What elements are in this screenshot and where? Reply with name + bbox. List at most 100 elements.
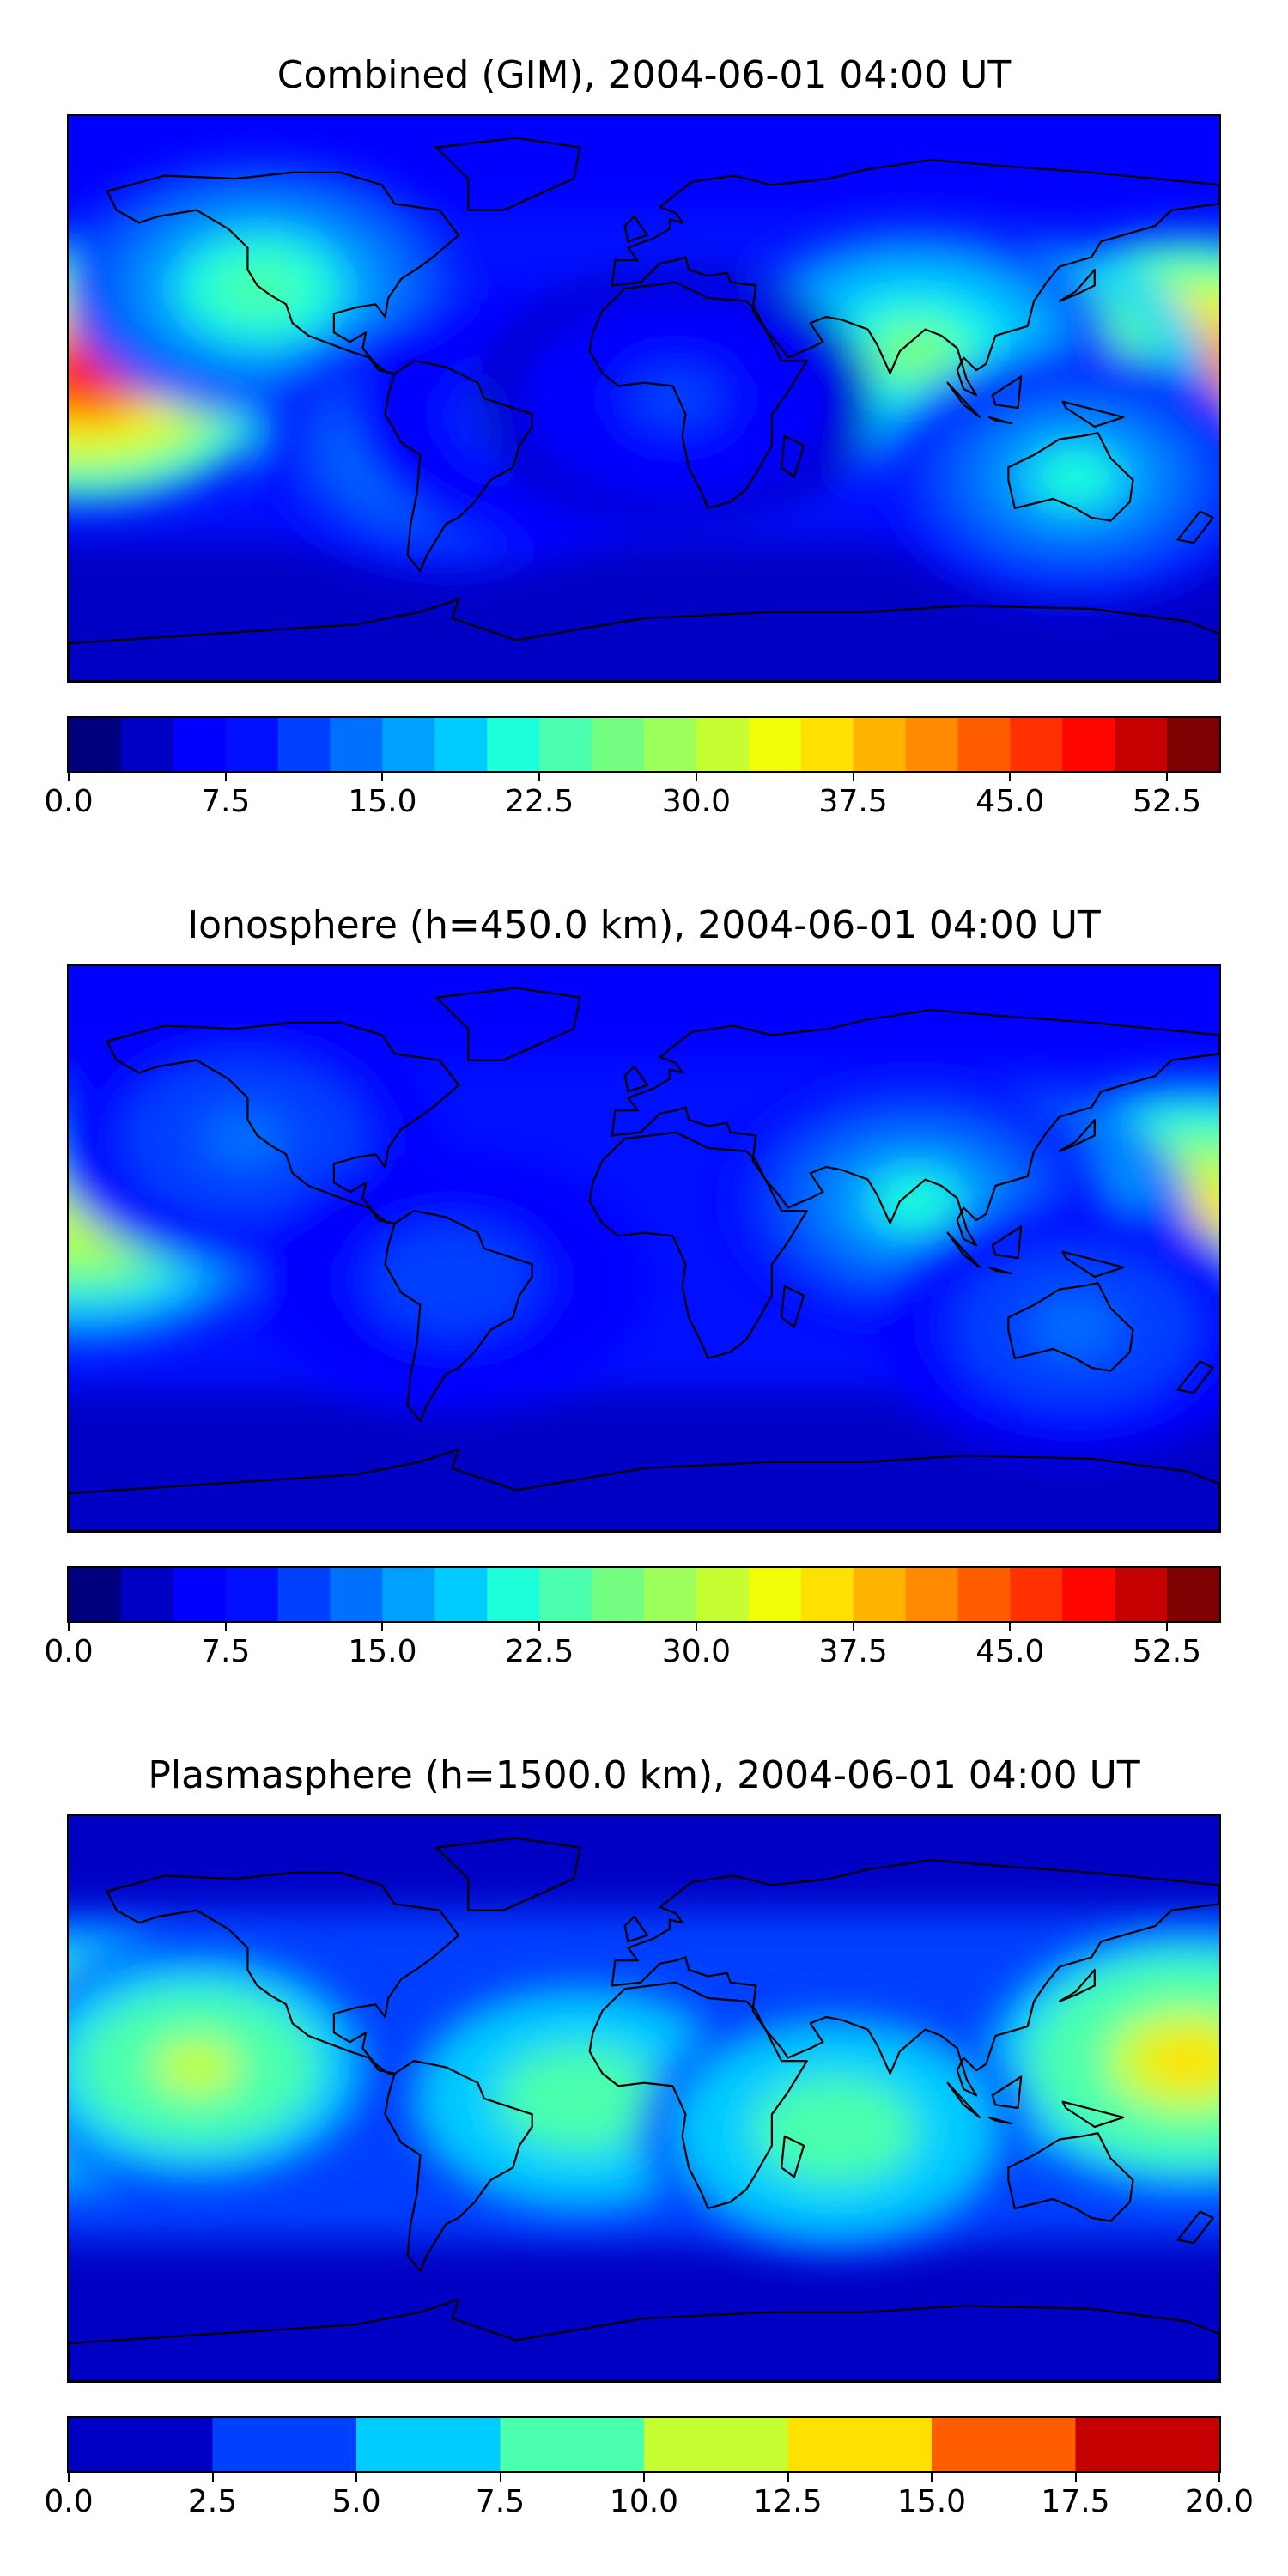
coastline-1 <box>384 1210 533 1423</box>
colorbar-tick-label: 45.0 <box>975 784 1045 819</box>
gim-colorbar-ticks: 0.0 7.5 15.0 22.5 30.0 37.5 45.0 52.5 <box>44 773 1221 824</box>
colorbar-swatch-20 <box>1115 718 1168 771</box>
ionosphere-colorbar-ticks: 0.0 7.5 15.0 22.5 30.0 37.5 45.0 52.5 <box>44 1623 1221 1674</box>
colorbar-tick <box>381 773 384 781</box>
colorbar-tick-label: 15.0 <box>896 2484 967 2519</box>
colorbar-tick <box>68 1623 70 1631</box>
colorbar-tick-label: 7.5 <box>201 784 251 819</box>
colorbar-swatch-3 <box>225 718 279 771</box>
tec-blob-south-america <box>409 1251 496 1309</box>
ionosphere-title: Ionosphere (h=450.0 km), 2004-06-01 04:0… <box>187 903 1101 947</box>
colorbar-swatch-0 <box>69 2418 213 2471</box>
colorbar-swatch-14 <box>800 718 854 771</box>
colorbar-swatch-3 <box>225 1568 279 1621</box>
colorbar-swatch-8 <box>487 1568 540 1621</box>
colorbar-swatch-21 <box>1167 718 1219 771</box>
colorbar-swatch-6 <box>382 1568 435 1621</box>
tec-contours <box>69 1010 1219 1456</box>
colorbar-swatch-7 <box>434 718 488 771</box>
colorbar-swatch-5 <box>330 718 383 771</box>
tec-blob-tropical-atlantic-africa <box>536 2070 624 2127</box>
coastline-12 <box>623 1065 648 1093</box>
colorbar-swatch-0 <box>69 718 122 771</box>
colorbar-swatch-20 <box>1115 1568 1168 1621</box>
colorbar-tick <box>355 2473 357 2482</box>
gim-colorbar-swatches <box>69 718 1219 771</box>
north-polar-band <box>69 1816 1219 1911</box>
colorbar-tick-label: 45.0 <box>975 1634 1045 1669</box>
colorbar-tick <box>1009 1623 1012 1631</box>
colorbar-swatch-16 <box>905 1568 958 1621</box>
coastline-2 <box>588 281 808 509</box>
coastline-14 <box>781 1285 805 1328</box>
colorbar-tick <box>852 773 854 781</box>
plasmasphere-colorbar-ticks: 0.0 2.5 5.0 7.5 10.0 12.5 15.0 17.5 20.0 <box>44 2473 1254 2524</box>
tec-blob-australia <box>1031 1298 1120 1356</box>
coastline-5 <box>69 2298 1219 2381</box>
coastline-13 <box>1176 1360 1214 1394</box>
tec-blob-indian-ocean <box>792 2101 879 2159</box>
coastline-2 <box>588 1981 808 2209</box>
colorbar-swatch-4 <box>277 718 331 771</box>
coastline-8 <box>987 416 1013 425</box>
colorbar-swatch-15 <box>853 718 907 771</box>
colorbar-swatch-9 <box>539 718 592 771</box>
coastline-6 <box>435 1837 581 1911</box>
colorbar-tick-label: 30.0 <box>661 1634 731 1669</box>
coastline-5 <box>69 1448 1219 1531</box>
colorbar-swatch-5 <box>787 2418 933 2471</box>
coastlines <box>69 137 1219 681</box>
colorbar-swatch-3 <box>500 2418 645 2471</box>
colorbar-swatch-4 <box>277 1568 331 1621</box>
ionosphere-tec-map <box>69 966 1219 1531</box>
colorbar-tick-label: 37.5 <box>818 1634 888 1669</box>
colorbar-tick <box>852 1623 854 1631</box>
colorbar-tick-label: 52.5 <box>1133 784 1202 819</box>
coastline-10 <box>1061 2100 1125 2128</box>
colorbar-swatch-13 <box>748 1568 802 1621</box>
colorbar-tick-label: 22.5 <box>505 1634 574 1669</box>
colorbar-swatch-4 <box>644 2418 788 2471</box>
coastline-8 <box>987 1266 1013 1275</box>
colorbar-swatch-11 <box>644 1568 697 1621</box>
coastline-7 <box>946 2081 981 2118</box>
colorbar-tick-label: 20.0 <box>1184 2484 1255 2519</box>
colorbar-tick-label: 10.0 <box>609 2484 679 2519</box>
coastline-11 <box>1058 1969 1096 2002</box>
colorbar-swatch-12 <box>696 1568 750 1621</box>
coastline-0 <box>106 1871 460 2075</box>
colorbar-swatch-2 <box>173 1568 227 1621</box>
ionosphere-map <box>67 964 1221 1533</box>
coastlines <box>69 1837 1219 2381</box>
coastlines <box>69 987 1219 1531</box>
colorbar-swatch-6 <box>932 2418 1076 2471</box>
colorbar-tick-label: 17.5 <box>1041 2484 1110 2519</box>
colorbar-tick <box>1218 2473 1220 2482</box>
coastline-0 <box>106 171 460 374</box>
coastline-7 <box>946 381 981 418</box>
colorbar-tick <box>538 773 541 781</box>
colorbar-swatch-18 <box>1010 718 1063 771</box>
colorbar-tick-label: 22.5 <box>505 784 574 819</box>
south-polar-band <box>69 2239 1219 2381</box>
colorbar-tick <box>787 2473 789 2482</box>
tec-blob-africa <box>632 370 720 427</box>
colorbar-tick-label: 2.5 <box>187 2484 238 2519</box>
coastline-10 <box>1061 1250 1125 1278</box>
colorbar-swatch-9 <box>539 1568 592 1621</box>
colorbar-tick <box>1074 2473 1077 2482</box>
colorbar-swatch-1 <box>120 718 174 771</box>
plasmasphere-map <box>67 1814 1221 2383</box>
colorbar-tick <box>538 1623 541 1631</box>
coastline-13 <box>1176 510 1214 544</box>
colorbar-tick-label: 5.0 <box>331 2484 381 2519</box>
colorbar-tick <box>499 2473 501 2482</box>
colorbar-swatch-6 <box>382 718 435 771</box>
colorbar-swatch-18 <box>1010 1568 1063 1621</box>
colorbar-tick-label: 0.0 <box>44 784 94 819</box>
coastline-14 <box>781 434 805 478</box>
colorbar-swatch-12 <box>696 718 750 771</box>
colorbar-swatch-0 <box>69 1568 122 1621</box>
tec-contours <box>69 160 1219 606</box>
coastline-9 <box>991 2075 1023 2110</box>
